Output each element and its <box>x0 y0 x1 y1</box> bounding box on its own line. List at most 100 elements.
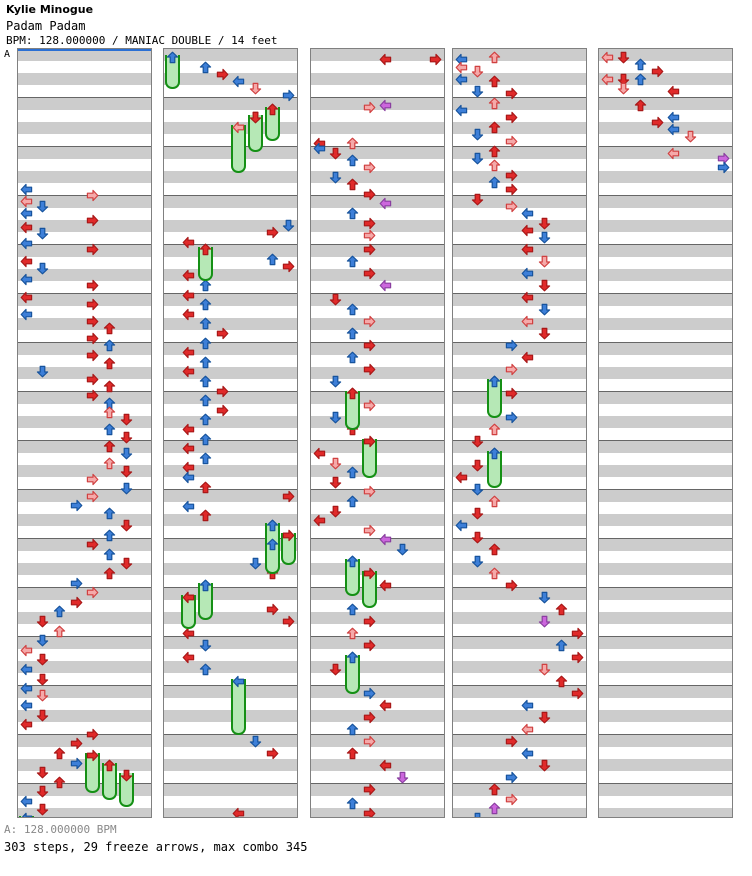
measure-row <box>453 539 586 588</box>
beat-row <box>599 722 732 734</box>
note-arrow <box>519 721 536 738</box>
freeze-tail-cap <box>281 556 297 565</box>
note-arrow <box>486 95 503 112</box>
freeze-tail-cap <box>487 479 503 488</box>
beat-row <box>599 294 732 306</box>
note-arrow <box>486 421 503 438</box>
beat-row <box>18 735 151 747</box>
note-arrow <box>344 721 361 738</box>
beat-row <box>311 441 444 453</box>
measure-row <box>18 49 151 98</box>
note-arrow <box>665 83 682 100</box>
note-arrow <box>214 383 231 400</box>
freeze-tail-cap <box>487 410 503 419</box>
note-arrow <box>280 258 297 275</box>
note-arrow <box>101 378 118 395</box>
beat-row <box>599 208 732 220</box>
note-arrow <box>18 235 35 252</box>
beat-row <box>18 575 151 587</box>
note-arrow <box>101 320 118 337</box>
beat-row <box>18 73 151 85</box>
beat-row <box>599 428 732 440</box>
note-arrow <box>197 479 214 496</box>
beat-row <box>164 686 297 698</box>
note-arrow <box>34 687 51 704</box>
note-arrow <box>280 488 297 505</box>
note-arrow <box>18 219 35 236</box>
beat-row <box>311 796 444 808</box>
note-arrow <box>377 277 394 294</box>
beat-row <box>453 441 586 453</box>
beat-row <box>599 441 732 453</box>
measure-row <box>453 196 586 245</box>
freeze-head-arrow <box>486 373 503 390</box>
measure-row <box>599 294 732 343</box>
note-arrow <box>101 546 118 563</box>
note-layer <box>18 49 151 817</box>
beat-row <box>18 600 151 612</box>
note-arrow <box>536 757 553 774</box>
note-arrow <box>327 373 344 390</box>
note-arrow <box>344 253 361 270</box>
note-arrow <box>361 99 378 116</box>
beat-row <box>311 612 444 624</box>
beat-row <box>164 551 297 563</box>
beat-row <box>311 379 444 391</box>
beat-row <box>599 269 732 281</box>
beat-row <box>311 588 444 600</box>
beat-row <box>599 343 732 355</box>
freeze-body <box>361 571 377 600</box>
beat-row <box>453 551 586 563</box>
note-arrow <box>469 481 486 498</box>
beat-row <box>164 269 297 281</box>
beat-row <box>453 588 586 600</box>
measure-row <box>311 686 444 735</box>
beat-row <box>599 379 732 391</box>
note-arrow <box>486 493 503 510</box>
beat-row <box>453 355 586 367</box>
freeze-head-arrow <box>197 577 214 594</box>
note-layer <box>311 49 444 817</box>
beat-row <box>311 490 444 502</box>
beat-row <box>599 539 732 551</box>
note-arrow <box>503 769 520 786</box>
beat-row <box>18 759 151 771</box>
beat-row <box>599 392 732 404</box>
note-arrow <box>34 651 51 668</box>
freeze-tail-cap <box>345 686 361 695</box>
freeze-arrow <box>345 559 361 596</box>
measure-row <box>311 294 444 343</box>
beat-row <box>18 245 151 257</box>
note-arrow <box>361 361 378 378</box>
beat-row <box>311 269 444 281</box>
note-arrow <box>344 301 361 318</box>
beat-row <box>18 294 151 306</box>
measure-row <box>599 784 732 817</box>
note-arrow <box>84 241 101 258</box>
beat-row <box>18 747 151 759</box>
freeze-arrow <box>281 532 297 565</box>
freeze-tail-cap <box>231 165 247 174</box>
beat-row <box>18 61 151 73</box>
note-arrow <box>632 56 649 73</box>
note-arrow <box>18 697 35 714</box>
beat-row <box>311 343 444 355</box>
beat-row <box>599 98 732 110</box>
measure-row <box>453 735 586 784</box>
note-arrow <box>469 505 486 522</box>
measure-row <box>453 441 586 490</box>
beat-row <box>599 330 732 342</box>
freeze-arrow <box>231 124 247 174</box>
beat-row <box>311 134 444 146</box>
beat-row <box>599 490 732 502</box>
note-arrow <box>180 306 197 323</box>
note-arrow <box>361 613 378 630</box>
beat-row <box>453 122 586 134</box>
measure-row <box>599 686 732 735</box>
beat-row <box>599 673 732 685</box>
beat-row <box>453 649 586 661</box>
note-layer <box>164 49 297 817</box>
note-arrow <box>536 253 553 270</box>
beat-row <box>18 85 151 97</box>
chart-panel-2 <box>163 48 298 818</box>
